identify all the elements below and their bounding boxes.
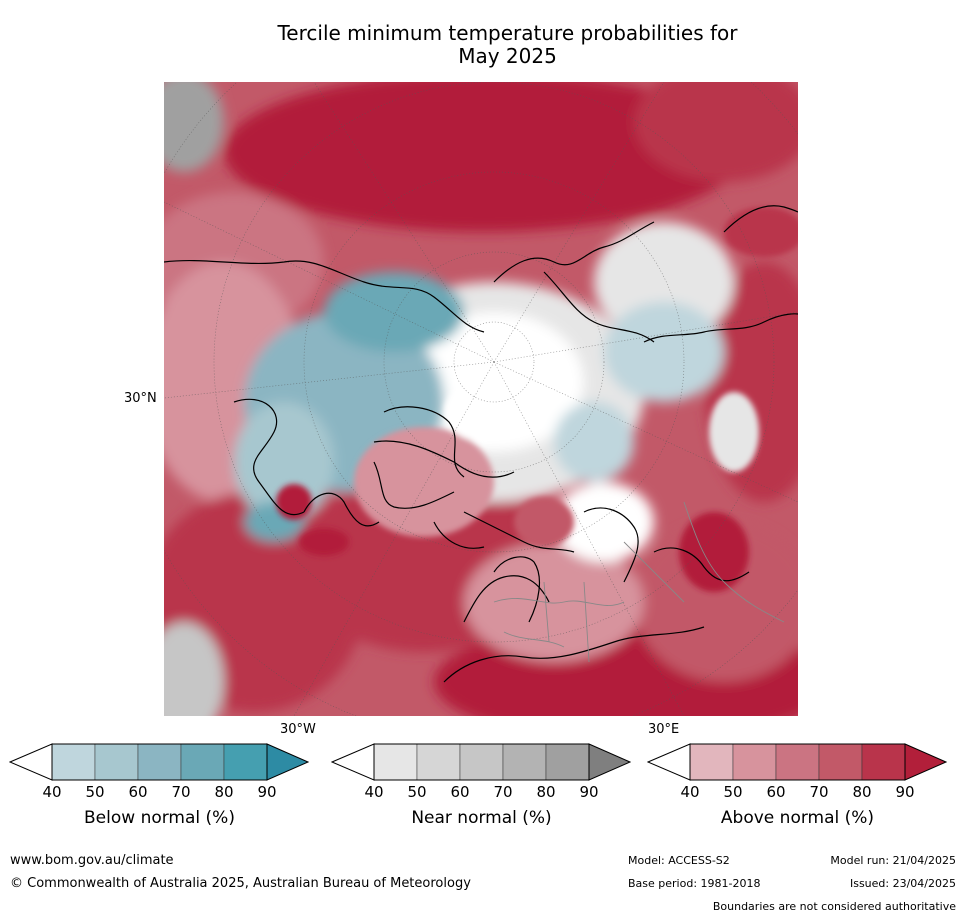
model-label: Model: ACCESS-S2 (628, 854, 730, 867)
ticks-above: 40 50 60 70 80 90 (680, 783, 914, 803)
colorbar-near (331, 743, 631, 781)
tick-label: 70 (171, 783, 191, 801)
lon-label-30e: 30°E (648, 722, 680, 737)
country-borders (493, 501, 785, 663)
disclaimer: Boundaries are not considered authoritat… (712, 900, 956, 913)
tick-label: 50 (723, 783, 743, 801)
issued-label: Issued: 23/04/2025 (849, 877, 956, 890)
title-line-2: May 2025 (458, 44, 557, 68)
lon-label-30w: 30°W (280, 722, 316, 737)
below-normal-label: Below normal (%) (84, 808, 235, 828)
model-run-label: Model run: 21/04/2025 (830, 854, 956, 867)
tick-label: 60 (766, 783, 786, 801)
copyright: © Commonwealth of Australia 2025, Austra… (10, 876, 471, 891)
map-canvas (164, 82, 798, 716)
tick-label: 40 (42, 783, 62, 801)
title-line-1: Tercile minimum temperature probabilitie… (277, 21, 738, 45)
ticks-below: 40 50 60 70 80 90 (42, 783, 276, 803)
colorbar-below (9, 743, 309, 781)
probability-map (164, 82, 798, 716)
near-normal-label: Near normal (%) (411, 808, 552, 828)
tick-label: 90 (257, 783, 277, 801)
tick-label: 40 (680, 783, 700, 801)
tick-label: 40 (364, 783, 384, 801)
map-title: Tercile minimum temperature probabilitie… (0, 22, 965, 68)
tick-label: 50 (85, 783, 105, 801)
bom-url[interactable]: www.bom.gov.au/climate (10, 853, 174, 868)
tick-label: 50 (407, 783, 427, 801)
tick-label: 90 (579, 783, 599, 801)
probability-field (164, 82, 798, 716)
tick-label: 70 (809, 783, 829, 801)
above-normal-label: Above normal (%) (720, 808, 875, 828)
tick-label: 80 (852, 783, 872, 801)
tick-label: 60 (450, 783, 470, 801)
lat-label-30n: 30°N (124, 391, 157, 406)
tick-label: 80 (536, 783, 556, 801)
tick-label: 60 (128, 783, 148, 801)
detail-field (276, 207, 798, 592)
colorbar-above (647, 743, 947, 781)
base-period-label: Base period: 1981-2018 (628, 877, 761, 890)
tick-label: 80 (214, 783, 234, 801)
coastlines (164, 205, 798, 683)
graticule (164, 82, 798, 716)
tick-label: 90 (895, 783, 915, 801)
tick-label: 70 (493, 783, 513, 801)
ticks-near: 40 50 60 70 80 90 (364, 783, 598, 803)
